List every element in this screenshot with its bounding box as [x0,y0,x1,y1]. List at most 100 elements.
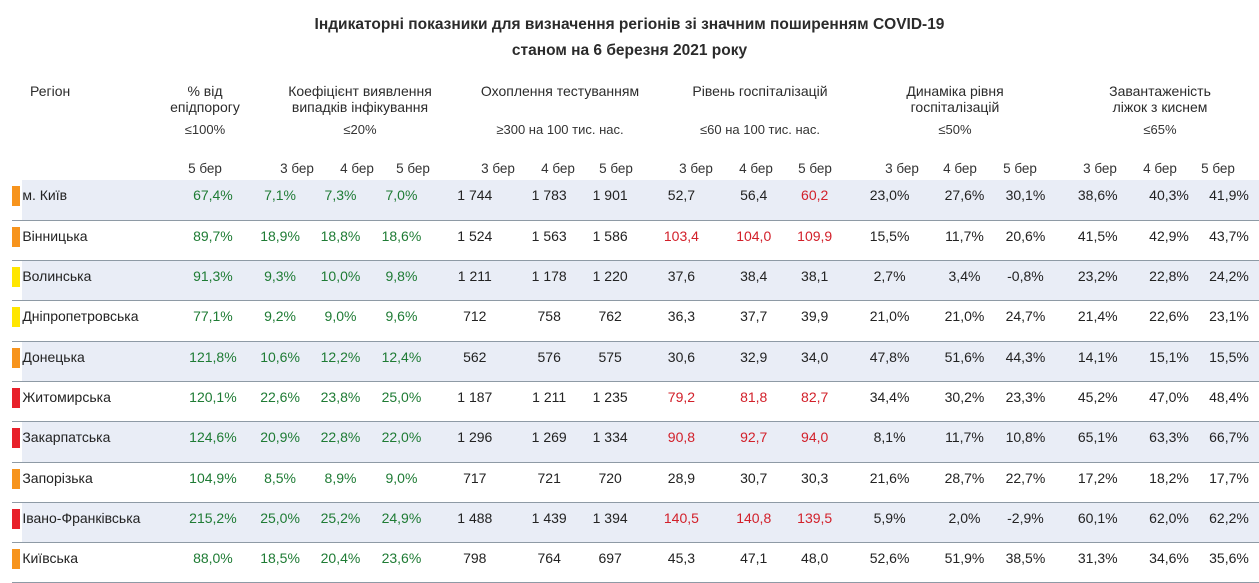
hosp-value: 45,3 [640,542,723,583]
table-row: Запорізька 104,9% 8,5% 8,9% 9,0% 717 721 720 28,… [12,462,1259,503]
detect-value: 7,3% [309,180,372,221]
detect-value: 18,9% [250,220,310,262]
dyn-value: 47,8% [844,341,935,382]
detect-value: 25,2% [309,502,372,544]
dyn-value: 28,7% [934,462,995,503]
threshold-testing: ≥300 на 100 тис. нас. [496,122,624,137]
hosp-value: 48,0 [784,542,845,583]
page-title: Індикаторні показники для визначення рег… [0,12,1259,64]
detect-value: 12,2% [309,341,372,382]
header-epi-line2: епідпорогу [170,99,240,115]
detect-value: 18,8% [309,220,372,262]
threshold-dyn: ≤50% [938,122,972,137]
dyn-value: -0,8% [994,260,1057,302]
testing-value: 1 586 [580,220,641,262]
table-row: Закарпатська 124,6% 20,9% 22,8% 22,0% 1 296 1 … [12,421,1259,463]
threshold-hosp: ≤60 на 100 тис. нас. [700,122,820,137]
oxygen-value: 41,5% [1056,220,1140,262]
dyn-value: -2,9% [994,502,1057,544]
risk-color-marker [12,508,20,529]
hosp-value: 52,7 [640,180,723,221]
day-dyn-3: 3 бер [885,161,919,176]
detect-value: 25,0% [250,502,310,544]
title-line-1: Індикаторні показники для визначення рег… [314,16,945,33]
region-name: Дніпропетровська [22,300,176,342]
detect-value: 23,8% [309,381,372,423]
oxygen-value: 43,7% [1198,220,1259,262]
epi-value: 124,6% [175,421,251,463]
dyn-value: 44,3% [994,341,1057,382]
region-marker [12,341,23,382]
hosp-value: 37,6 [640,260,723,302]
dyn-value: 30,1% [994,180,1057,221]
region-marker [12,220,23,262]
dyn-value: 23,0% [844,180,935,221]
day-test-5: 5 бер [599,161,633,176]
detect-value: 22,0% [371,421,432,463]
hosp-value: 104,0 [722,220,785,262]
detect-value: 9,6% [371,300,432,342]
detect-value: 7,1% [250,180,310,221]
dyn-value: 11,7% [934,220,995,262]
detect-value: 9,0% [309,300,372,342]
testing-value: 562 [431,341,519,382]
region-marker [12,260,23,302]
dyn-value: 51,9% [934,542,995,583]
oxygen-value: 62,0% [1139,502,1199,544]
dyn-value: 20,6% [994,220,1057,262]
day-epi-5: 5 бер [188,161,222,176]
detect-value: 20,9% [250,421,310,463]
risk-color-marker [12,347,20,368]
oxygen-value: 66,7% [1198,421,1259,463]
hosp-value: 32,9 [722,341,785,382]
day-dyn-4: 4 бер [943,161,977,176]
hosp-value: 140,5 [640,502,723,544]
day-hosp-4: 4 бер [739,161,773,176]
region-name: Закарпатська [22,421,176,463]
detect-value: 18,5% [250,542,310,583]
oxygen-value: 18,2% [1139,462,1199,503]
testing-value: 762 [580,300,641,342]
detect-value: 20,4% [309,542,372,583]
region-marker [12,542,23,583]
dyn-value: 21,6% [844,462,935,503]
header-detect-line2: випадків інфікування [291,99,429,115]
dyn-value: 51,6% [934,341,995,382]
day-hosp-3: 3 бер [679,161,713,176]
region-name: Київська [22,542,176,583]
testing-value: 758 [518,300,581,342]
testing-value: 1 296 [431,421,519,463]
dyn-value: 2,0% [934,502,995,544]
detect-value: 9,3% [250,260,310,302]
day-test-4: 4 бер [541,161,575,176]
hosp-value: 39,9 [784,300,845,342]
oxygen-value: 41,9% [1198,180,1259,221]
detect-value: 9,2% [250,300,310,342]
oxygen-value: 60,1% [1056,502,1140,544]
detect-value: 12,4% [371,341,432,382]
detect-value: 18,6% [371,220,432,262]
threshold-epi: ≤100% [184,122,226,137]
risk-color-marker [12,267,20,288]
detect-value: 10,0% [309,260,372,302]
header-dyn: Динаміка рівня госпіталізацій [870,83,1040,115]
testing-value: 1 334 [580,421,641,463]
dyn-value: 21,0% [934,300,995,342]
epi-value: 104,9% [175,462,251,503]
oxygen-value: 15,1% [1139,341,1199,382]
oxygen-value: 14,1% [1056,341,1140,382]
oxygen-value: 21,4% [1056,300,1140,342]
oxygen-value: 45,2% [1056,381,1140,423]
header-oxygen: Завантаженість ліжок з киснем [1075,83,1245,115]
oxygen-value: 22,6% [1139,300,1199,342]
testing-value: 1 563 [518,220,581,262]
table-row: Дніпропетровська 77,1% 9,2% 9,0% 9,6% 712 758 7… [12,300,1259,342]
dyn-value: 24,7% [994,300,1057,342]
header-oxygen-line2: ліжок з киснем [1112,99,1208,115]
day-hosp-5: 5 бер [798,161,832,176]
oxygen-value: 38,6% [1056,180,1140,221]
header-hosp: Рівень госпіталізацій [692,83,828,99]
testing-value: 1 439 [518,502,581,544]
testing-value: 1 235 [580,381,641,423]
table-row: Івано-Франківська 215,2% 25,0% 25,2% 24,9% 1 … [12,502,1259,544]
